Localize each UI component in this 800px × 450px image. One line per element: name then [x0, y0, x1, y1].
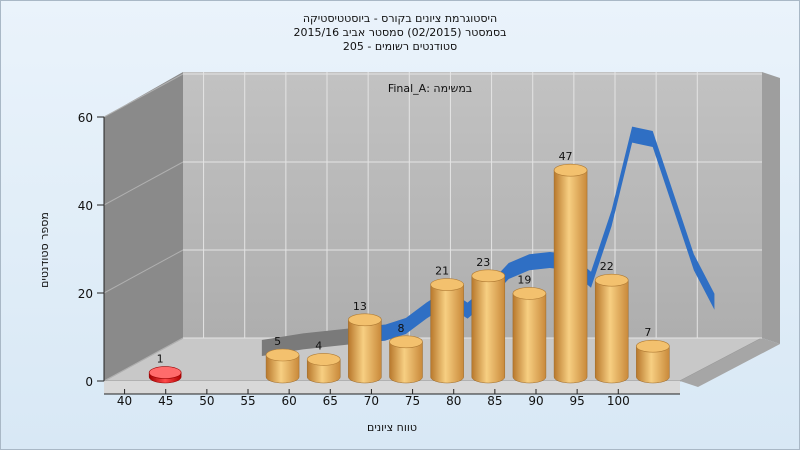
y-tick-label: 40: [78, 199, 93, 213]
bar-top: [265, 348, 300, 362]
bar-body: [636, 345, 670, 384]
bar-top: [471, 269, 506, 283]
bar: [148, 366, 182, 384]
floor-front-edge: [104, 381, 680, 394]
grid-line-side: [103, 161, 184, 206]
x-tick-label: 60: [282, 394, 297, 408]
bar-value-label: 19: [517, 273, 531, 286]
bar: [348, 313, 382, 384]
x-tick-label: 95: [570, 394, 585, 408]
bar-value-label: 7: [644, 326, 651, 339]
bar-top: [594, 273, 629, 287]
x-tick-label: 90: [528, 394, 543, 408]
bar: [306, 353, 341, 384]
bar-body: [430, 284, 464, 384]
bar-value-label: 13: [353, 300, 367, 313]
bar-value-label: 5: [274, 335, 281, 348]
y-tick-label: 60: [78, 111, 93, 125]
bar-top: [430, 278, 464, 291]
chart-subtitle-semester: בסמסטר (02/2015) סמסטר אביב 2015/16: [293, 26, 507, 39]
bar-value-label: 22: [600, 260, 614, 273]
x-tick-label: 55: [240, 394, 255, 408]
bar-value-label: 21: [435, 265, 449, 278]
x-tick-label: 100: [607, 394, 630, 408]
floor-right-edge: [680, 338, 780, 387]
bar-value-label: 47: [559, 150, 573, 163]
x-axis-label: טווח ציונים: [367, 421, 417, 434]
left-side-wall: [104, 72, 183, 381]
bar: [471, 269, 506, 384]
grid-lines: [103, 72, 762, 382]
x-tick-label: 65: [323, 394, 338, 408]
bar-top: [636, 339, 670, 353]
bar-body: [594, 279, 629, 384]
back-wall: [183, 72, 762, 338]
grid-line-side: [103, 337, 184, 382]
bars: [148, 163, 670, 384]
y-tick-label: 0: [85, 375, 93, 389]
bar-top: [512, 287, 547, 300]
bar-top: [148, 366, 182, 379]
chart-subtitle-students: סטודנטים רשומים - 205: [342, 40, 458, 53]
final-annotation: במשימה :Final_A: [388, 82, 472, 95]
x-tick-label: 40: [117, 394, 132, 408]
bar-value-label: 23: [476, 256, 490, 269]
bar-body: [306, 359, 341, 384]
curve-segment-blue: [364, 126, 715, 343]
x-tick-label: 45: [158, 394, 173, 408]
bar-top: [348, 313, 382, 327]
bar: [389, 335, 423, 384]
grid-line-side: [103, 249, 184, 294]
y-axis: 0 20 40 60: [78, 111, 105, 389]
bar-top: [389, 335, 423, 349]
bar-body: [348, 319, 382, 384]
bar: [594, 273, 629, 384]
bar: [265, 348, 300, 384]
bar-body: [512, 293, 547, 384]
right-side-edge: [762, 72, 780, 344]
bar-value-label: 4: [315, 339, 322, 352]
bar-value-labels: 1 5 4 13 8 21 23 19 47 22 7: [157, 150, 652, 365]
bar-body: [553, 169, 588, 384]
x-tick-label: 85: [487, 394, 502, 408]
chart-title: היסטוגרמת ציונים בקורס - ביוסטטיסטיקה: [302, 12, 498, 25]
bar: [430, 278, 464, 384]
y-tick-label: 20: [78, 287, 93, 301]
x-tick-label: 70: [364, 394, 379, 408]
x-tick-label: 75: [405, 394, 420, 408]
bar-value-label: 1: [157, 353, 164, 366]
bar-value-label: 8: [398, 322, 405, 335]
bar-body: [471, 275, 506, 384]
x-tick-label: 50: [199, 394, 214, 408]
bar: [553, 163, 588, 384]
bar-body: [389, 341, 423, 384]
grid-line-side: [103, 73, 184, 118]
x-tick-label: 80: [446, 394, 461, 408]
bar-top: [306, 353, 341, 366]
y-axis-label: מספר סטודנטים: [38, 212, 51, 288]
x-axis: 40 45 50 55 60 65 70 75 80 85 90 95 100: [104, 389, 680, 408]
bar-top: [553, 163, 588, 177]
bar: [512, 287, 547, 384]
bar-body: [265, 354, 300, 384]
bar: [636, 339, 670, 384]
